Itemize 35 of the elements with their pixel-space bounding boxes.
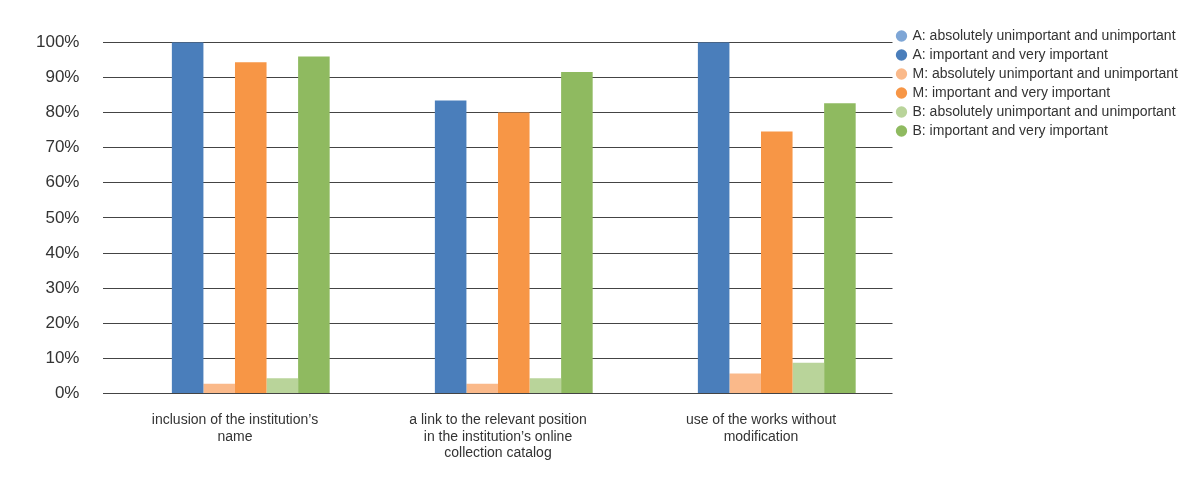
legend-label: B: important and very important: [912, 121, 1108, 138]
x-tick-label: inclusion of the institution’s name: [151, 410, 319, 444]
bar: [434, 100, 467, 394]
bar: [234, 62, 267, 394]
y-tick-label: 30%: [45, 277, 80, 297]
y-tick-label: 60%: [45, 172, 80, 192]
y-tick-label: 0%: [54, 383, 80, 403]
legend-label: A: important and very important: [912, 45, 1108, 62]
y-tick-label: 80%: [45, 102, 80, 122]
y-tick-label: 20%: [45, 313, 80, 333]
bar: [792, 362, 825, 394]
bar: [171, 42, 204, 394]
bar: [497, 112, 530, 394]
x-tick-label: a link to the relevant position in the institution’s online collection catalog: [409, 410, 587, 461]
legend-label: M: absolutely unimportant and unimportant: [912, 64, 1178, 81]
y-tick-label: 50%: [45, 207, 80, 227]
legend-label: A: absolutely unimportant and unimportant: [912, 26, 1176, 43]
y-tick-label: 10%: [45, 348, 80, 368]
bar: [697, 42, 730, 394]
bar: [466, 383, 498, 394]
y-tick-label: 70%: [45, 137, 80, 157]
y-tick-label: 40%: [45, 242, 80, 262]
legend-label: M: important and very important: [912, 83, 1111, 100]
legend-label: B: absolutely unimportant and unimportant: [912, 102, 1176, 119]
bar: [561, 72, 593, 394]
bar: [824, 103, 856, 394]
y-tick-label: 100%: [36, 31, 80, 51]
bar: [529, 378, 562, 394]
bar: [729, 373, 761, 394]
y-tick-label: 90%: [45, 67, 80, 87]
bar: [761, 131, 793, 394]
bar: [266, 378, 299, 394]
x-tick-label: use of the works without modification: [685, 410, 837, 444]
bar: [203, 383, 235, 394]
bar: [298, 56, 330, 394]
